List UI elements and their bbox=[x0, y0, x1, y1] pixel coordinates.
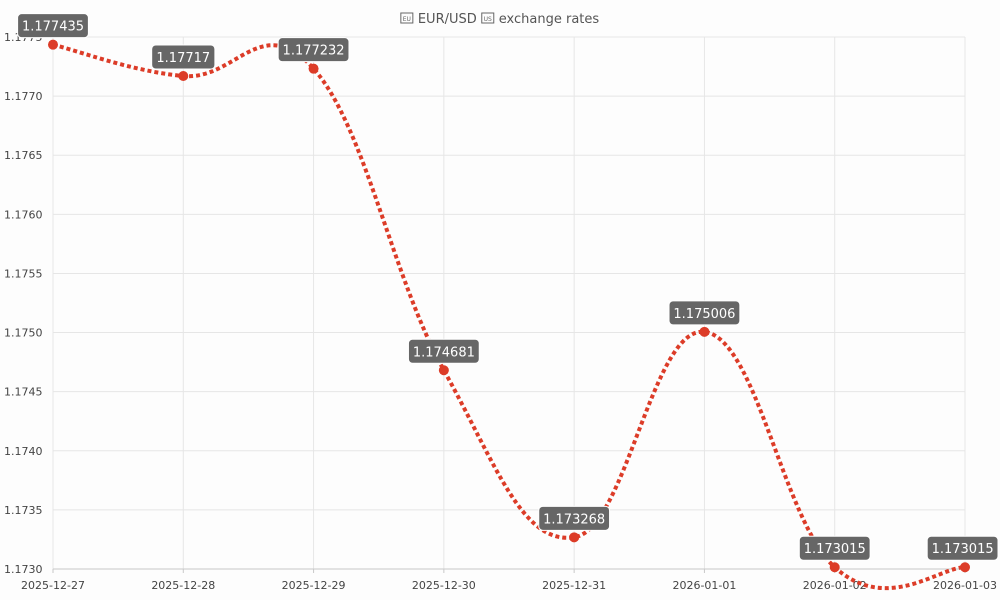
y-tick-label: 1.1760 bbox=[4, 208, 43, 221]
data-label: 1.177232 bbox=[277, 37, 350, 63]
data-label-box bbox=[277, 37, 350, 63]
y-tick-label: 1.1765 bbox=[4, 149, 43, 162]
x-tick-label: 2025-12-28 bbox=[151, 579, 215, 592]
data-label-box bbox=[668, 300, 741, 326]
x-tick-label: 2026-01-01 bbox=[672, 579, 736, 592]
data-label-text: 1.17717 bbox=[156, 51, 210, 66]
data-points bbox=[48, 39, 970, 573]
data-labels: 1.177435 1.17717 1.177232 1.174681 1.173268 1… bbox=[17, 13, 999, 561]
y-tick-label: 1.1735 bbox=[4, 504, 43, 517]
y-tick-label: 1.1770 bbox=[4, 90, 43, 103]
data-label-box bbox=[407, 338, 480, 364]
data-label-box bbox=[17, 13, 89, 39]
us-flag-icon: US bbox=[481, 12, 495, 24]
data-point[interactable] bbox=[48, 39, 58, 50]
axes: 1.1730 1.1735 1.1740 1.1745 1.1750 1.1755 1.17… bbox=[4, 31, 997, 592]
data-label-text: 1.173015 bbox=[804, 542, 866, 557]
data-label-text: 1.175006 bbox=[673, 307, 735, 322]
svg-text:US: US bbox=[484, 16, 492, 23]
x-tick-label: 2025-12-30 bbox=[412, 579, 476, 592]
data-label-box bbox=[798, 535, 871, 561]
series-line-layer bbox=[52, 42, 966, 591]
data-label: 1.173015 bbox=[798, 535, 871, 561]
eu-flag-icon: EU bbox=[400, 12, 414, 24]
data-point[interactable] bbox=[308, 63, 319, 74]
chart-title-currency-pair: EUR/USD bbox=[418, 12, 477, 27]
grid bbox=[52, 36, 966, 570]
y-tick-label: 1.1755 bbox=[4, 267, 43, 280]
data-label-box bbox=[538, 505, 611, 531]
data-point[interactable] bbox=[178, 71, 189, 82]
x-tick-label: 2026-01-02 bbox=[803, 579, 867, 592]
x-tick-label: 2025-12-27 bbox=[21, 579, 85, 592]
data-point[interactable] bbox=[960, 562, 970, 573]
data-label: 1.173268 bbox=[538, 505, 611, 531]
data-label-box bbox=[926, 535, 999, 561]
data-point[interactable] bbox=[438, 365, 449, 376]
y-tick-label: 1.1740 bbox=[4, 445, 43, 458]
x-tick-label: 2025-12-29 bbox=[282, 579, 346, 592]
chart-title-suffix: exchange rates bbox=[499, 12, 600, 27]
svg-text:EU: EU bbox=[403, 16, 411, 23]
data-label: 1.175006 bbox=[668, 300, 741, 326]
data-label-text: 1.177232 bbox=[283, 44, 345, 59]
y-tick-label: 1.1745 bbox=[4, 386, 43, 399]
data-label: 1.174681 bbox=[407, 338, 480, 364]
x-tick-label: 2025-12-31 bbox=[542, 579, 606, 592]
data-point[interactable] bbox=[569, 532, 580, 543]
series-line bbox=[52, 42, 966, 591]
y-tick-label: 1.1750 bbox=[4, 327, 43, 340]
data-point[interactable] bbox=[699, 326, 710, 337]
x-tick-label: 2026-01-03 bbox=[933, 579, 997, 592]
data-point[interactable] bbox=[829, 562, 840, 573]
data-label-text: 1.173015 bbox=[932, 542, 994, 557]
data-label: 1.173015 bbox=[926, 535, 999, 561]
data-label: 1.17717 bbox=[151, 44, 216, 70]
y-tick-label: 1.1730 bbox=[4, 563, 43, 576]
data-label-text: 1.173268 bbox=[543, 512, 605, 527]
data-label-box bbox=[151, 44, 216, 70]
chart-title: EU EUR/USD US exchange rates bbox=[400, 12, 600, 27]
data-label-text: 1.174681 bbox=[413, 345, 475, 360]
data-label-text: 1.177435 bbox=[22, 20, 84, 35]
data-label: 1.177435 bbox=[17, 13, 89, 39]
